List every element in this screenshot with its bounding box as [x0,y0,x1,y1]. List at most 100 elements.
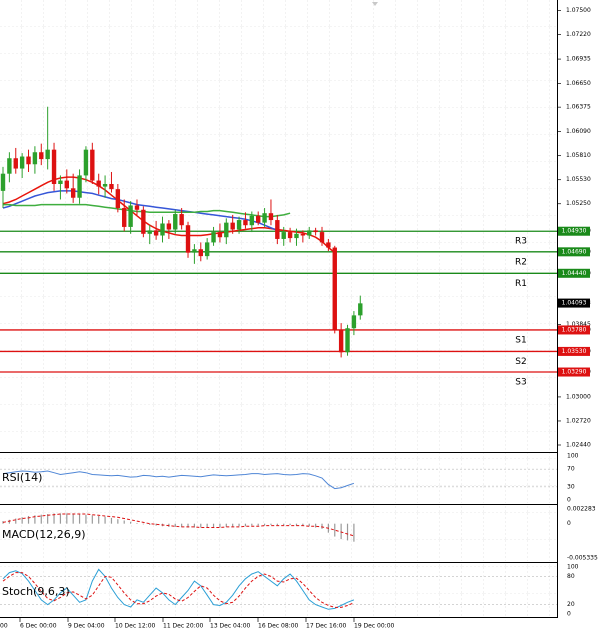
candle-down [96,173,101,195]
candle-body [319,232,325,243]
candle-body [70,188,76,198]
stoch-signal-line [2,572,355,608]
rsi-grid [0,453,557,503]
candle-down [275,214,280,245]
candle-down [13,147,18,174]
time-tick-label: 17 Dec 16:00 [306,623,347,630]
candle-up [204,238,210,260]
stoch-tick-label: 20 [567,601,575,608]
candle-up [102,175,108,198]
candle-down [166,220,172,239]
candle-up [262,208,267,227]
candle-body [147,230,152,234]
level-tag-text: 1.04690 [562,248,587,255]
level-tag-text: 1.03290 [562,369,587,376]
candle-body [90,149,95,181]
candle-body [249,215,255,226]
candle-down [313,227,318,236]
candle-down [326,238,331,251]
level-label-s2: S2 [515,357,526,367]
candle-down [198,242,203,262]
candle-down [122,199,127,232]
candle-body [256,215,261,223]
candle-body [243,220,248,226]
candle-up [192,244,197,264]
candle-body [64,180,69,189]
candle-body [198,249,203,257]
candle-up [236,216,242,234]
candle-up [345,324,350,356]
candle-down [319,226,325,246]
candle-body [166,223,172,230]
candle-down [179,208,184,230]
candle-body [7,158,12,174]
candle-down [39,143,44,166]
candle-up [7,152,12,183]
price-tick-label: 1.06090 [566,128,591,135]
candle-body [45,149,50,160]
candle-body [217,232,223,238]
price-tick-label: 1.07220 [566,31,591,38]
candle-body [32,152,38,165]
macd-tick-label: 0 [567,520,571,527]
candle-down [134,199,140,215]
candle-body [262,213,267,223]
candle-down [141,206,146,238]
level-tag-text: 1.03780 [562,326,587,333]
stoch-title: Stoch(9,6,3) [2,585,70,598]
candle-down [153,220,159,240]
ma-line-mid [2,190,278,232]
rsi-tick-label: 30 [567,483,575,490]
candle-body [58,180,63,185]
rsi-tick-label: 0 [567,497,571,504]
candle-body [128,205,133,227]
candle-up [0,166,6,209]
candle-down [70,173,76,203]
level-tag-r1 [558,268,590,278]
candle-body [115,189,121,209]
level-label-r1: R1 [515,279,527,289]
candle-up [307,226,312,239]
candle-down [243,212,248,229]
scroll-marker-icon[interactable] [372,2,378,6]
candle-down [185,221,191,258]
candle-body [134,205,140,210]
level-tag-r2 [558,247,590,257]
candle-body [19,156,25,169]
candle-down [90,142,95,185]
price-tick-label: 1.03000 [566,393,591,400]
time-tick-label: 13 Dec 04:00 [210,623,251,630]
candle-body [122,208,127,227]
candle-down [256,211,261,226]
time-tick-label: 16 Dec 08:00 [258,623,299,630]
candle-up [224,218,229,245]
level-tag-text: 1.04930 [562,228,587,235]
candle-body [160,223,165,236]
candle-up [83,146,89,183]
stoch-grid [0,564,557,617]
rsi-tick-label: 100 [567,453,579,460]
ma-line-slow [3,203,291,218]
candle-up [294,228,299,246]
current-price-tag [558,298,590,308]
candle-body [338,329,344,353]
candle-up [351,311,357,336]
candle-down [26,149,31,172]
level-label-r2: R2 [515,257,527,267]
macd-title: MACD(12,26,9) [2,528,86,541]
rsi-tick-label: 70 [567,466,575,473]
candle-body [230,222,235,230]
time-axis: 00 6 Dec 00:00 9 Dec 04:00 10 Dec 12:00 11 D… [0,618,395,630]
price-tick-label: 1.03845 [566,321,591,328]
candle-body [185,225,191,253]
candle-down [338,323,344,358]
price-tick-label: 1.05810 [566,152,591,159]
candle-down [217,223,223,243]
candle-down [287,227,293,243]
level-tag-text: 1.04440 [562,270,587,277]
candle-up [173,209,178,234]
level-label-s3: S3 [515,378,526,388]
candle-body [39,152,44,160]
